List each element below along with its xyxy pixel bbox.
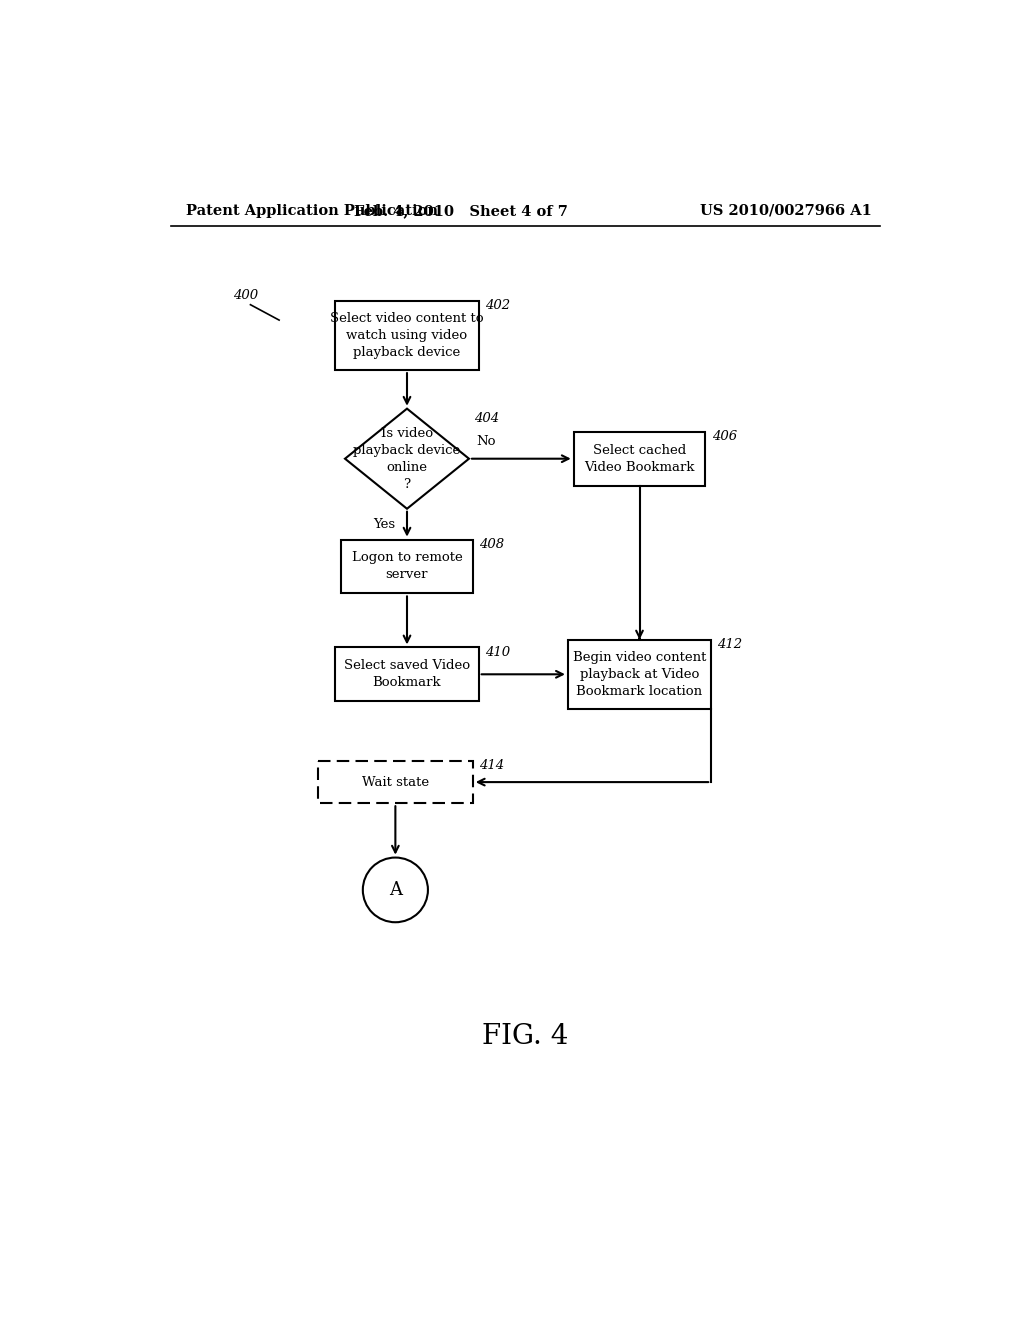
Text: Select video content to
watch using video
playback device: Select video content to watch using vide…	[330, 312, 483, 359]
Text: 412: 412	[718, 638, 742, 651]
Text: Select cached
Video Bookmark: Select cached Video Bookmark	[585, 444, 694, 474]
Circle shape	[362, 858, 428, 923]
Text: Begin video content
playback at Video
Bookmark location: Begin video content playback at Video Bo…	[572, 651, 707, 698]
Text: Feb. 4, 2010   Sheet 4 of 7: Feb. 4, 2010 Sheet 4 of 7	[354, 203, 568, 218]
Text: US 2010/0027966 A1: US 2010/0027966 A1	[700, 203, 872, 218]
Text: Select saved Video
Bookmark: Select saved Video Bookmark	[344, 659, 470, 689]
Text: Logon to remote
server: Logon to remote server	[351, 552, 463, 582]
Text: 408: 408	[479, 539, 504, 550]
Text: 400: 400	[232, 289, 258, 302]
Bar	[335, 647, 478, 701]
Text: Wait state: Wait state	[361, 776, 429, 788]
Text: Yes: Yes	[374, 517, 395, 531]
Text: 402: 402	[485, 300, 510, 313]
Text: 406: 406	[712, 430, 736, 444]
Bar	[341, 540, 473, 594]
Bar	[317, 760, 473, 804]
Text: 410: 410	[485, 645, 510, 659]
Polygon shape	[345, 409, 469, 508]
Text: 404: 404	[474, 412, 499, 425]
Text: 414: 414	[479, 759, 504, 772]
Bar	[573, 432, 706, 486]
Text: Patent Application Publication: Patent Application Publication	[186, 203, 438, 218]
Bar	[335, 301, 478, 370]
Text: FIG. 4: FIG. 4	[481, 1023, 568, 1049]
Bar	[568, 640, 712, 709]
Text: Is video
playback device
online
?: Is video playback device online ?	[353, 426, 461, 491]
Text: A: A	[389, 880, 401, 899]
Text: No: No	[477, 434, 497, 447]
